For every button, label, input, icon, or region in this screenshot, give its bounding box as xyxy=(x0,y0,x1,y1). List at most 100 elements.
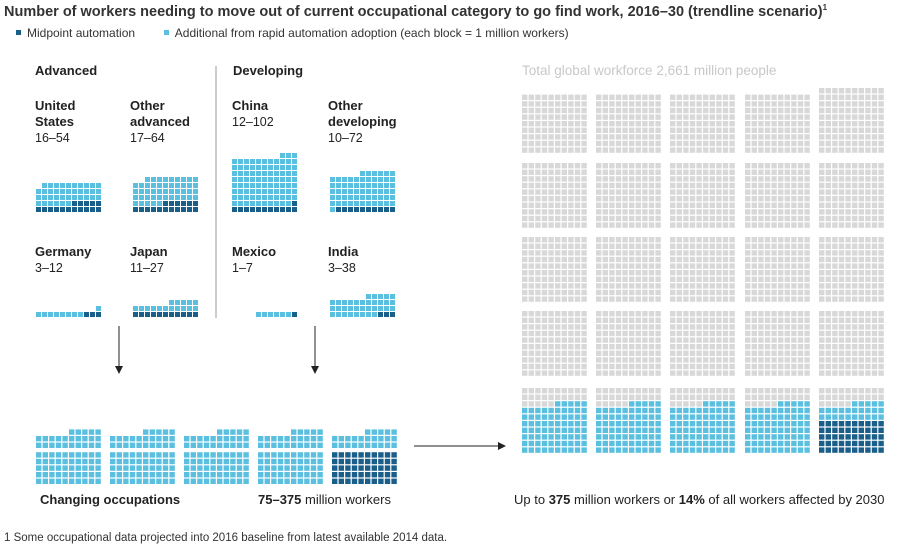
global-rapid-block xyxy=(745,447,751,453)
country-japan-midpoint-block xyxy=(181,312,186,317)
global-workforce-block xyxy=(528,202,534,208)
global-workforce-block xyxy=(722,147,729,153)
global-workforce-block xyxy=(703,121,709,127)
global-workforce-block xyxy=(555,237,561,243)
global-workforce-block xyxy=(655,134,661,140)
global-rapid-block xyxy=(648,447,655,453)
global-workforce-block xyxy=(535,311,541,317)
global-workforce-block xyxy=(541,163,548,169)
country-other-developing-rapid-block xyxy=(390,177,395,182)
global-workforce-block xyxy=(555,324,561,330)
global-workforce-block xyxy=(574,363,581,370)
global-workforce-block xyxy=(797,350,804,356)
global-workforce-block xyxy=(522,182,528,189)
country-china-rapid-block xyxy=(292,165,297,170)
global-workforce-block xyxy=(642,243,648,249)
global-workforce-block xyxy=(878,147,884,153)
country-other-advanced-rapid-block xyxy=(175,177,180,182)
global-rapid-block xyxy=(804,447,810,453)
global-workforce-block xyxy=(832,202,838,208)
global-workforce-block xyxy=(758,147,764,153)
global-workforce-block xyxy=(676,127,682,133)
global-workforce-block xyxy=(642,324,648,330)
global-workforce-block xyxy=(676,401,682,407)
global-workforce-block xyxy=(791,147,797,153)
global-workforce-block xyxy=(832,182,838,189)
global-workforce-block xyxy=(609,256,615,263)
global-workforce-block xyxy=(655,94,661,100)
country-other-developing-midpoint-block xyxy=(342,207,347,212)
global-workforce-block xyxy=(865,363,871,370)
global-workforce-block xyxy=(622,121,628,127)
global-workforce-block xyxy=(696,169,702,175)
global-workforce-block xyxy=(602,196,608,202)
global-workforce-block xyxy=(791,222,797,228)
global-workforce-block xyxy=(784,289,790,296)
global-workforce-block xyxy=(642,256,648,263)
country-other-advanced-rapid-block xyxy=(151,195,156,200)
global-workforce-block xyxy=(615,296,622,302)
global-rapid-block xyxy=(655,407,661,414)
global-workforce-block xyxy=(797,256,804,263)
global-workforce-block xyxy=(609,344,615,350)
global-workforce-block xyxy=(764,202,771,208)
global-workforce-block xyxy=(581,209,587,215)
global-workforce-block xyxy=(602,283,608,289)
global-workforce-block xyxy=(602,114,608,120)
global-rapid-block xyxy=(716,427,722,433)
global-workforce-block xyxy=(568,176,574,182)
global-workforce-block xyxy=(522,317,528,323)
global-rapid-block xyxy=(709,407,715,414)
global-workforce-block xyxy=(683,209,689,215)
global-workforce-block xyxy=(764,163,771,169)
global-workforce-block xyxy=(771,283,777,289)
country-name-line: States xyxy=(35,114,75,129)
global-workforce-block xyxy=(784,176,790,182)
global-workforce-block xyxy=(832,176,838,182)
global-workforce-block xyxy=(709,196,715,202)
global-workforce-block xyxy=(791,134,797,140)
global-workforce-block xyxy=(716,140,722,147)
global-workforce-block xyxy=(561,256,567,263)
global-workforce-block xyxy=(596,344,602,350)
global-workforce-block xyxy=(771,182,777,189)
country-other-advanced-midpoint-block xyxy=(181,207,186,212)
global-workforce-block xyxy=(548,337,554,343)
global-workforce-block xyxy=(683,121,689,127)
global-workforce-block xyxy=(642,202,648,208)
global-rapid-block xyxy=(541,414,548,420)
global-workforce-block xyxy=(709,289,715,296)
global-workforce-block xyxy=(602,189,608,195)
global-workforce-block xyxy=(878,394,884,400)
global-workforce-block xyxy=(845,189,851,195)
country-germany-midpoint-block xyxy=(96,312,101,317)
global-workforce-block xyxy=(838,370,845,376)
global-workforce-block xyxy=(528,311,534,317)
global-workforce-block xyxy=(655,276,661,282)
global-workforce-block xyxy=(541,189,548,195)
global-workforce-block xyxy=(615,388,622,394)
global-workforce-block xyxy=(622,169,628,175)
global-workforce-block xyxy=(804,256,810,263)
total-midpoint-block xyxy=(371,458,377,465)
global-workforce-block xyxy=(568,107,574,114)
global-workforce-block xyxy=(716,121,722,127)
total-rapid-block xyxy=(365,429,371,435)
global-workforce-block xyxy=(548,215,554,222)
global-workforce-block xyxy=(709,357,715,363)
global-workforce-block xyxy=(758,121,764,127)
global-workforce-block xyxy=(845,270,851,276)
global-workforce-block xyxy=(635,134,641,140)
country-other-developing-rapid-block xyxy=(348,201,353,206)
global-workforce-block xyxy=(561,107,567,114)
global-workforce-block xyxy=(771,263,777,269)
legend-swatch-rapid xyxy=(163,30,169,36)
country-us-midpoint-block xyxy=(96,207,101,212)
global-workforce-block xyxy=(852,163,858,169)
country-china-rapid-block xyxy=(238,165,243,170)
global-workforce-block xyxy=(561,330,567,337)
total-midpoint-block xyxy=(371,478,377,484)
global-workforce-block xyxy=(541,202,548,208)
global-workforce-block xyxy=(522,237,528,243)
global-workforce-block xyxy=(865,388,871,394)
